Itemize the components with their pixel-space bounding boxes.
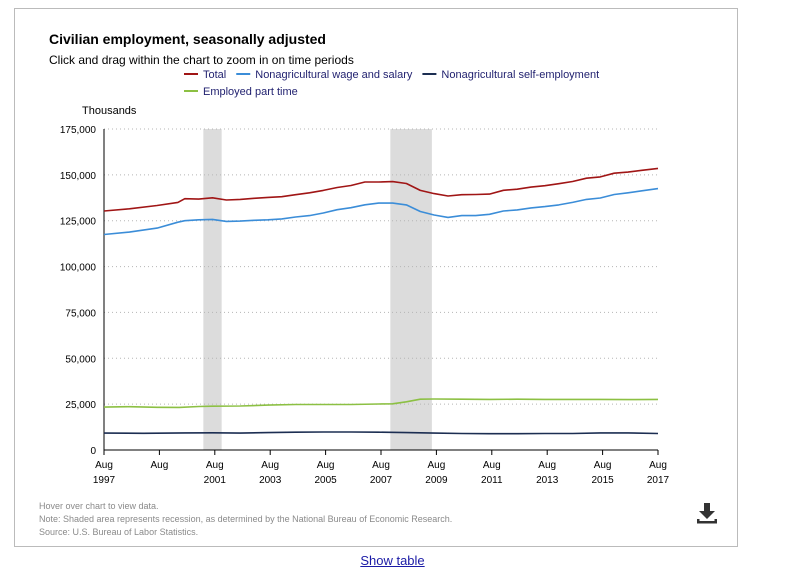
grid-lines (104, 128, 658, 405)
series-line-employed-part-time[interactable] (103, 398, 659, 409)
recession-band (390, 129, 432, 450)
x-tick-month: Aug (538, 460, 556, 471)
x-tick-month: Aug (206, 460, 224, 471)
x-tick-month: Aug (261, 460, 279, 471)
chart-subtitle: Click and drag within the chart to zoom … (49, 53, 354, 67)
show-table-container: Show table (0, 553, 785, 568)
y-tick-label: 150,000 (60, 171, 97, 182)
y-tick-label: 50,000 (65, 354, 96, 365)
axes: 0 25,000 50,000 75,000 100,000 125,000 150,000… (60, 125, 670, 486)
x-tick-year: 2017 (647, 475, 670, 486)
series-line-total[interactable] (103, 167, 659, 212)
x-tick-year: 2013 (536, 475, 559, 486)
y-tick-label: 175,000 (60, 125, 97, 136)
y-tick-label: 100,000 (60, 263, 97, 274)
source-note: Source: U.S. Bureau of Labor Statistics. (39, 527, 199, 537)
x-tick-month: Aug (594, 460, 612, 471)
chart-frame (14, 8, 738, 547)
legend-label: Employed part time (203, 86, 298, 98)
y-axis-title: Thousands (82, 105, 137, 117)
x-tick-year: 2007 (370, 475, 393, 486)
recession-note: Note: Shaded area represents recession, … (39, 514, 453, 524)
y-tick-label: 25,000 (65, 400, 96, 411)
recession-bands (203, 129, 432, 450)
legend-item[interactable]: Nonagricultural wage and salary (236, 69, 413, 81)
x-tick-year: 2011 (481, 475, 503, 486)
download-icon[interactable] (696, 502, 718, 524)
x-tick-year: 1997 (93, 475, 116, 486)
legend-item[interactable]: Total (184, 69, 226, 81)
chart-title: Civilian employment, seasonally adjusted (49, 31, 326, 47)
legend-item[interactable]: Employed part time (184, 86, 298, 98)
x-tick-year: 2001 (204, 475, 227, 486)
legend-label: Total (203, 69, 226, 81)
x-tick-month: Aug (95, 460, 113, 471)
legend: Total Nonagricultural wage and salary Nona… (184, 69, 599, 98)
x-tick-month: Aug (428, 460, 446, 471)
series-lines[interactable] (103, 167, 659, 435)
x-tick-month: Aug (372, 460, 390, 471)
y-tick-label: 125,000 (60, 217, 97, 228)
y-tick-label: 0 (90, 446, 96, 457)
y-tick-label: 75,000 (65, 308, 96, 319)
chart-notes: Hover over chart to view data. Note: Sha… (39, 500, 452, 539)
show-table-link[interactable]: Show table (360, 553, 425, 568)
legend-item[interactable]: Nonagricultural self-employment (422, 69, 599, 81)
x-tick-month: Aug (151, 460, 169, 471)
x-tick-month: Aug (317, 460, 335, 471)
recession-band (203, 129, 222, 450)
x-tick-month: Aug (649, 460, 667, 471)
x-tick-year: 2009 (425, 475, 448, 486)
legend-label: Nonagricultural self-employment (441, 69, 599, 81)
series-line-nonagricultural-self-employment[interactable] (103, 431, 659, 435)
x-tick-year: 2005 (314, 475, 337, 486)
x-tick-year: 2003 (259, 475, 282, 486)
series-line-nonagricultural-wage-and-salary[interactable] (103, 187, 659, 236)
x-tick-month: Aug (483, 460, 501, 471)
legend-label: Nonagricultural wage and salary (255, 69, 413, 81)
hover-note: Hover over chart to view data. (39, 501, 159, 511)
x-tick-year: 2015 (591, 475, 614, 486)
